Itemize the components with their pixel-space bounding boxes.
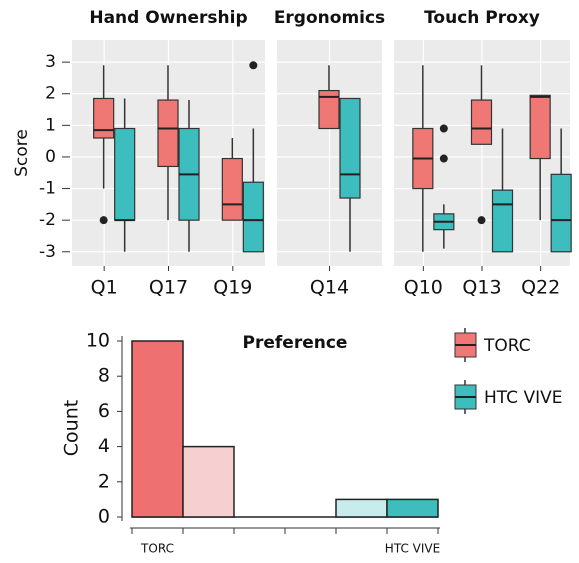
box (221, 157, 243, 221)
x-tick-label: HTC VIVE (385, 542, 440, 556)
bar (386, 498, 439, 518)
box (157, 99, 179, 168)
y-tick-label: 1 (45, 115, 56, 135)
facet-title: Touch Proxy (424, 8, 540, 28)
x-tick-label: Q13 (462, 277, 501, 299)
y-tick-label: -2 (39, 210, 56, 230)
bar (182, 445, 235, 518)
box (470, 99, 493, 145)
x-tick-label: Q1 (91, 277, 118, 299)
box (318, 89, 340, 130)
y-tick-label: 8 (98, 365, 110, 387)
box (339, 97, 361, 199)
y-tick-label: 4 (98, 435, 110, 457)
x-tick-label: Q17 (149, 277, 188, 299)
bar (131, 340, 184, 518)
y-tick-label: -3 (39, 242, 56, 262)
x-tick-label: TORC (140, 542, 174, 556)
outlier (249, 61, 258, 70)
y-axis-label: Count (61, 400, 83, 456)
legend-label: HTC VIVE (484, 388, 562, 408)
facet-title: Ergonomics (274, 8, 385, 28)
box (529, 94, 551, 160)
y-tick-label: 3 (45, 52, 56, 72)
y-tick-label: 2 (45, 84, 56, 104)
box (114, 127, 136, 221)
outlier (439, 124, 448, 133)
box (93, 97, 115, 139)
outlier (477, 216, 486, 225)
x-tick-label: Q22 (521, 277, 560, 299)
box (491, 189, 514, 253)
y-tick-label: 0 (98, 506, 110, 528)
legend-label: TORC (483, 336, 531, 356)
y-tick-label: 0 (45, 147, 56, 167)
chart-title: Preference (243, 333, 348, 353)
outlier (99, 216, 108, 225)
y-tick-label: -1 (39, 179, 56, 199)
x-tick-label: Q10 (404, 277, 443, 299)
x-tick-label: Q14 (310, 277, 349, 299)
y-tick-label: 6 (98, 400, 110, 422)
y-tick-label: 10 (86, 330, 110, 352)
box (550, 173, 572, 253)
x-tick-label: Q19 (213, 277, 252, 299)
box (242, 181, 264, 253)
y-axis-label: Score (12, 129, 32, 177)
y-tick-label: 2 (98, 470, 110, 492)
bar (335, 498, 388, 518)
outlier (439, 154, 448, 163)
facet-title: Hand Ownership (89, 8, 247, 28)
